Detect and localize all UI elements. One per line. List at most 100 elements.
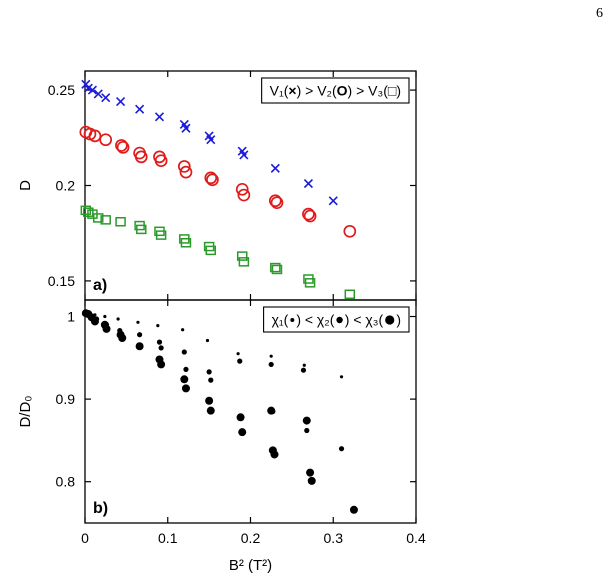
- point-b-s2-18: [338, 446, 345, 452]
- legend-part-a-4: ) > V₃(: [348, 83, 389, 99]
- point-a-s1-16: [328, 196, 338, 206]
- panel-a-marks: [79, 79, 357, 300]
- page-number: 6: [596, 6, 603, 21]
- point-a-s1-7-stroke-2: [154, 112, 165, 122]
- point-a-s3-7: [136, 224, 147, 235]
- point-a-s3-4: [100, 215, 111, 225]
- point-a-s2-16: [268, 194, 282, 208]
- point-b-s1-7: [181, 328, 185, 332]
- point-a-s3-17: [271, 264, 283, 275]
- y-tick-label-a-2: 0.25: [48, 82, 75, 98]
- point-a-s2-3: [99, 133, 113, 147]
- point-a-s2-19: [303, 209, 317, 223]
- point-b-s3-12: [181, 384, 190, 393]
- point-a-s1-14: [270, 163, 280, 173]
- legend-dot-b-5: [385, 315, 395, 325]
- point-b-s2-13: [268, 361, 274, 368]
- y-tick-label-b-2: 1: [67, 309, 75, 325]
- legend-dot-b-3: [336, 316, 343, 324]
- panel-b-label: b): [93, 500, 108, 517]
- point-b-s3-8: [135, 342, 144, 351]
- point-a-s2-4: [115, 139, 128, 152]
- point-a-s1-8-stroke-2: [179, 119, 189, 129]
- point-b-s1-5: [136, 320, 140, 324]
- legend-dot-b-1: [290, 318, 295, 322]
- point-a-s3-20: [344, 289, 356, 300]
- legend-part-a-5: □: [388, 83, 397, 99]
- point-b-s3-15: [236, 413, 245, 422]
- point-a-s2-15: [237, 188, 251, 202]
- point-a-s1-13: [239, 150, 249, 160]
- point-a-s2-18: [302, 207, 315, 221]
- point-b-s1-10: [269, 354, 273, 358]
- panel-a-frame: [84, 70, 417, 301]
- point-a-s1-11: [206, 135, 216, 145]
- legend-part-a-2: ) > V₂(: [297, 83, 337, 99]
- point-b-s2-8: [181, 349, 187, 355]
- panel-b: 0.8 0.9 1 0 0.1 0.2 0.3 0.4 b) D/D₀ B² (T²) χ₁(…: [17, 299, 426, 574]
- panel-a-ticks: 0.15 0.2 0.25: [48, 71, 417, 300]
- y-tick-label-a-1: 0.2: [56, 178, 76, 194]
- point-a-s1-6-stroke-2: [135, 104, 145, 114]
- panel-a-label: a): [93, 277, 107, 294]
- point-b-s3-5: [102, 324, 111, 333]
- point-a-s1-0-stroke-2: [81, 79, 91, 89]
- point-b-s2-7: [158, 345, 164, 351]
- y-tick-label-b-0: 0.8: [56, 474, 76, 490]
- point-b-s1-12: [339, 375, 344, 379]
- point-a-s1-7: [154, 112, 165, 122]
- point-b-s1-4: [116, 317, 120, 321]
- x-tick-label-4: 0.4: [406, 530, 426, 546]
- point-b-s1-6: [156, 324, 160, 328]
- x-tick-label-0: 0: [81, 530, 89, 546]
- point-b-s1-9: [236, 352, 240, 356]
- point-b-s2-11: [208, 377, 214, 383]
- legend-part-a-1: ×: [288, 83, 296, 99]
- point-a-s3-19: [304, 278, 316, 288]
- panel-b-marks: [81, 309, 358, 514]
- point-a-s1-9: [181, 123, 191, 133]
- point-a-s3-9: [155, 230, 167, 240]
- point-a-s2-20: [343, 224, 357, 238]
- point-a-s2-10: [177, 160, 191, 173]
- point-a-s2-5: [116, 140, 130, 154]
- point-b-s1-11: [302, 363, 306, 367]
- point-b-s2-5: [137, 332, 143, 338]
- point-a-s1-11-stroke-2: [206, 135, 216, 145]
- point-a-s1-14-stroke-2: [270, 163, 280, 173]
- x-axis-label: B² (T²): [229, 557, 272, 574]
- x-tick-label-2: 0.2: [241, 530, 261, 546]
- point-b-s2-15: [300, 367, 307, 373]
- legend-part-b-6: ): [396, 312, 401, 328]
- point-b-s3-20: [302, 416, 311, 425]
- panel-b-frame: [84, 299, 417, 524]
- panel-b-y-axis-label: D/D₀: [17, 395, 34, 427]
- point-a-s3-5: [115, 217, 126, 227]
- point-b-s3-16: [238, 428, 247, 437]
- legend-part-a-0: V₁(: [270, 83, 289, 99]
- point-a-s3-13: [205, 245, 217, 256]
- panel-a: 0.15 0.2 0.25 a) D V₁(×) > V₂(O) > V₃(□): [17, 70, 417, 301]
- point-b-s3-17: [267, 406, 276, 415]
- legend-box-a: [261, 77, 410, 104]
- point-a-s1-4-stroke-2: [101, 93, 111, 103]
- point-b-s1-3: [103, 314, 107, 319]
- point-b-s1-8: [205, 338, 210, 343]
- point-a-s1-5-stroke-2: [116, 96, 126, 107]
- point-b-s3-23: [349, 505, 358, 514]
- point-a-s1-15-stroke-2: [303, 179, 313, 189]
- panel-b-ticks: 0.8 0.9 1 0 0.1 0.2 0.3 0.4: [56, 300, 426, 546]
- x-tick-label-1: 0.1: [158, 530, 178, 546]
- legend-box-b: [263, 306, 410, 333]
- point-a-s3-14: [236, 251, 248, 261]
- point-b-s2-16: [304, 427, 310, 434]
- point-a-s2-11: [179, 165, 193, 179]
- legend-part-b-4: ) < χ₃(: [345, 312, 384, 328]
- point-a-s1-2: [87, 85, 98, 95]
- point-a-s1-3-stroke-2: [93, 89, 103, 99]
- point-a-s2-13: [206, 173, 219, 187]
- point-b-s2-9: [183, 366, 189, 372]
- point-a-s2-12: [204, 171, 218, 185]
- panel-b-legend: χ₁() < χ₂() < χ₃(): [263, 306, 410, 333]
- point-b-s3-13: [205, 396, 214, 405]
